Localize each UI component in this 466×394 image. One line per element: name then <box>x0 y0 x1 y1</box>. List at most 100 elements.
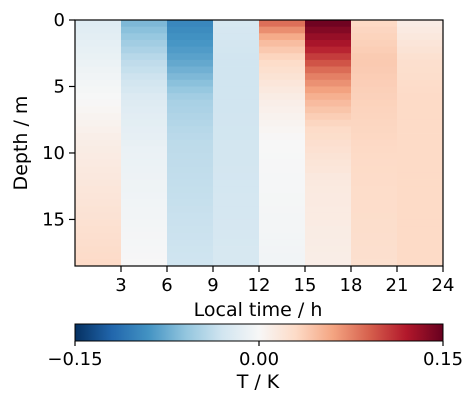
heatmap-cell <box>397 133 444 141</box>
heatmap-cell <box>351 46 398 54</box>
heatmap-cell <box>75 199 122 207</box>
heatmap-cell <box>351 152 398 161</box>
heatmap-cell <box>305 239 352 247</box>
heatmap-cell <box>259 152 306 161</box>
heatmap-cell <box>259 119 306 127</box>
heatmap-cell <box>351 93 398 101</box>
heatmap-cell <box>397 172 444 180</box>
heatmap-cell <box>397 59 444 67</box>
heatmap-cell <box>397 73 444 81</box>
heatmap-cell <box>213 113 260 121</box>
heatmap-cell <box>351 259 398 267</box>
heatmap-cell <box>75 119 122 127</box>
heatmap-cell <box>259 159 306 167</box>
heatmap-cell <box>75 39 122 47</box>
y-tick-label: 10 <box>42 143 65 164</box>
heatmap-cell <box>213 20 260 28</box>
heatmap-cell <box>121 93 168 101</box>
colorbar-tick-label: 0.15 <box>423 349 463 370</box>
heatmap-cell <box>305 59 352 67</box>
heatmap-cell <box>75 246 122 254</box>
heatmap-cell <box>259 206 306 214</box>
heatmap-cell <box>167 119 214 127</box>
heatmap-cell <box>351 146 398 154</box>
heatmap-cell <box>213 93 260 101</box>
heatmap-cell <box>121 33 168 41</box>
heatmap-cell <box>351 106 398 114</box>
heatmap-cell <box>259 46 306 54</box>
heatmap-cell <box>351 133 398 141</box>
heatmap-cell <box>213 86 260 94</box>
heatmap-cell <box>351 192 398 200</box>
heatmap-cell <box>213 219 260 227</box>
heatmap-cell <box>75 126 122 134</box>
colorbar-gradient <box>74 323 444 342</box>
heatmap-cell <box>213 226 260 234</box>
y-axis-label: Depth / m <box>10 96 32 191</box>
heatmap-cell <box>305 146 352 154</box>
heatmap-cell <box>121 232 168 240</box>
heatmap-cell <box>397 159 444 167</box>
heatmap-cell <box>121 113 168 121</box>
heatmap-cell <box>167 93 214 101</box>
heatmap-cell <box>259 139 306 147</box>
heatmap-cell <box>397 239 444 247</box>
y-tick-label: 5 <box>54 76 65 97</box>
x-tick-label: 9 <box>207 275 218 296</box>
heatmap-cell <box>397 79 444 87</box>
colorbar-label: T / K <box>236 371 280 393</box>
heatmap-cell <box>121 226 168 234</box>
heatmap-cell <box>213 146 260 154</box>
heatmap-cell <box>167 113 214 121</box>
heatmap-cell <box>75 26 122 34</box>
heatmap-cell <box>259 192 306 200</box>
heatmap-cell <box>305 252 352 260</box>
heatmap-cell <box>167 206 214 214</box>
heatmap-cell <box>351 239 398 247</box>
heatmap-cell <box>397 259 444 267</box>
heatmap-cell <box>121 20 168 28</box>
x-tick-label: 21 <box>386 275 409 296</box>
heatmap-cell <box>75 86 122 94</box>
heatmap-cell <box>259 212 306 220</box>
heatmap-cell <box>213 119 260 127</box>
x-tick-label: 12 <box>248 275 271 296</box>
heatmap-cell <box>213 239 260 247</box>
x-tick-label: 18 <box>340 275 363 296</box>
heatmap-cell <box>351 79 398 87</box>
heatmap-cell <box>213 152 260 161</box>
heatmap-cell <box>305 219 352 227</box>
heatmap-cell <box>305 166 352 174</box>
x-tick-label: 3 <box>115 275 126 296</box>
y-tick-label: 0 <box>54 10 65 31</box>
heatmap-cell <box>121 219 168 227</box>
heatmap-cell <box>75 172 122 180</box>
heatmap-cell <box>75 113 122 121</box>
heatmap-cell <box>213 106 260 114</box>
heatmap-cell <box>213 133 260 141</box>
y-tick-label: 15 <box>42 209 65 230</box>
heatmap-cell <box>213 26 260 34</box>
heatmap-cell <box>167 86 214 94</box>
heatmap-cell <box>213 159 260 167</box>
heatmap-cell <box>259 59 306 67</box>
heatmap-cell <box>397 152 444 161</box>
heatmap-cell <box>397 66 444 74</box>
heatmap-cell <box>167 172 214 180</box>
heatmap-cell <box>121 106 168 114</box>
heatmap-cell <box>397 26 444 34</box>
heatmap-cell <box>213 179 260 187</box>
heatmap-cell <box>213 79 260 87</box>
heatmap-cell <box>305 186 352 194</box>
heatmap-cell <box>121 186 168 194</box>
heatmap-cell <box>259 86 306 94</box>
heatmap-cell <box>167 146 214 154</box>
heatmap-cell <box>351 59 398 67</box>
heatmap-cell <box>121 79 168 87</box>
heatmap-cell <box>351 159 398 167</box>
heatmap-cell <box>213 199 260 207</box>
heatmap-cell <box>305 99 352 107</box>
heatmap-cell <box>259 259 306 267</box>
heatmap-cell <box>75 219 122 227</box>
heatmap-cell <box>167 219 214 227</box>
